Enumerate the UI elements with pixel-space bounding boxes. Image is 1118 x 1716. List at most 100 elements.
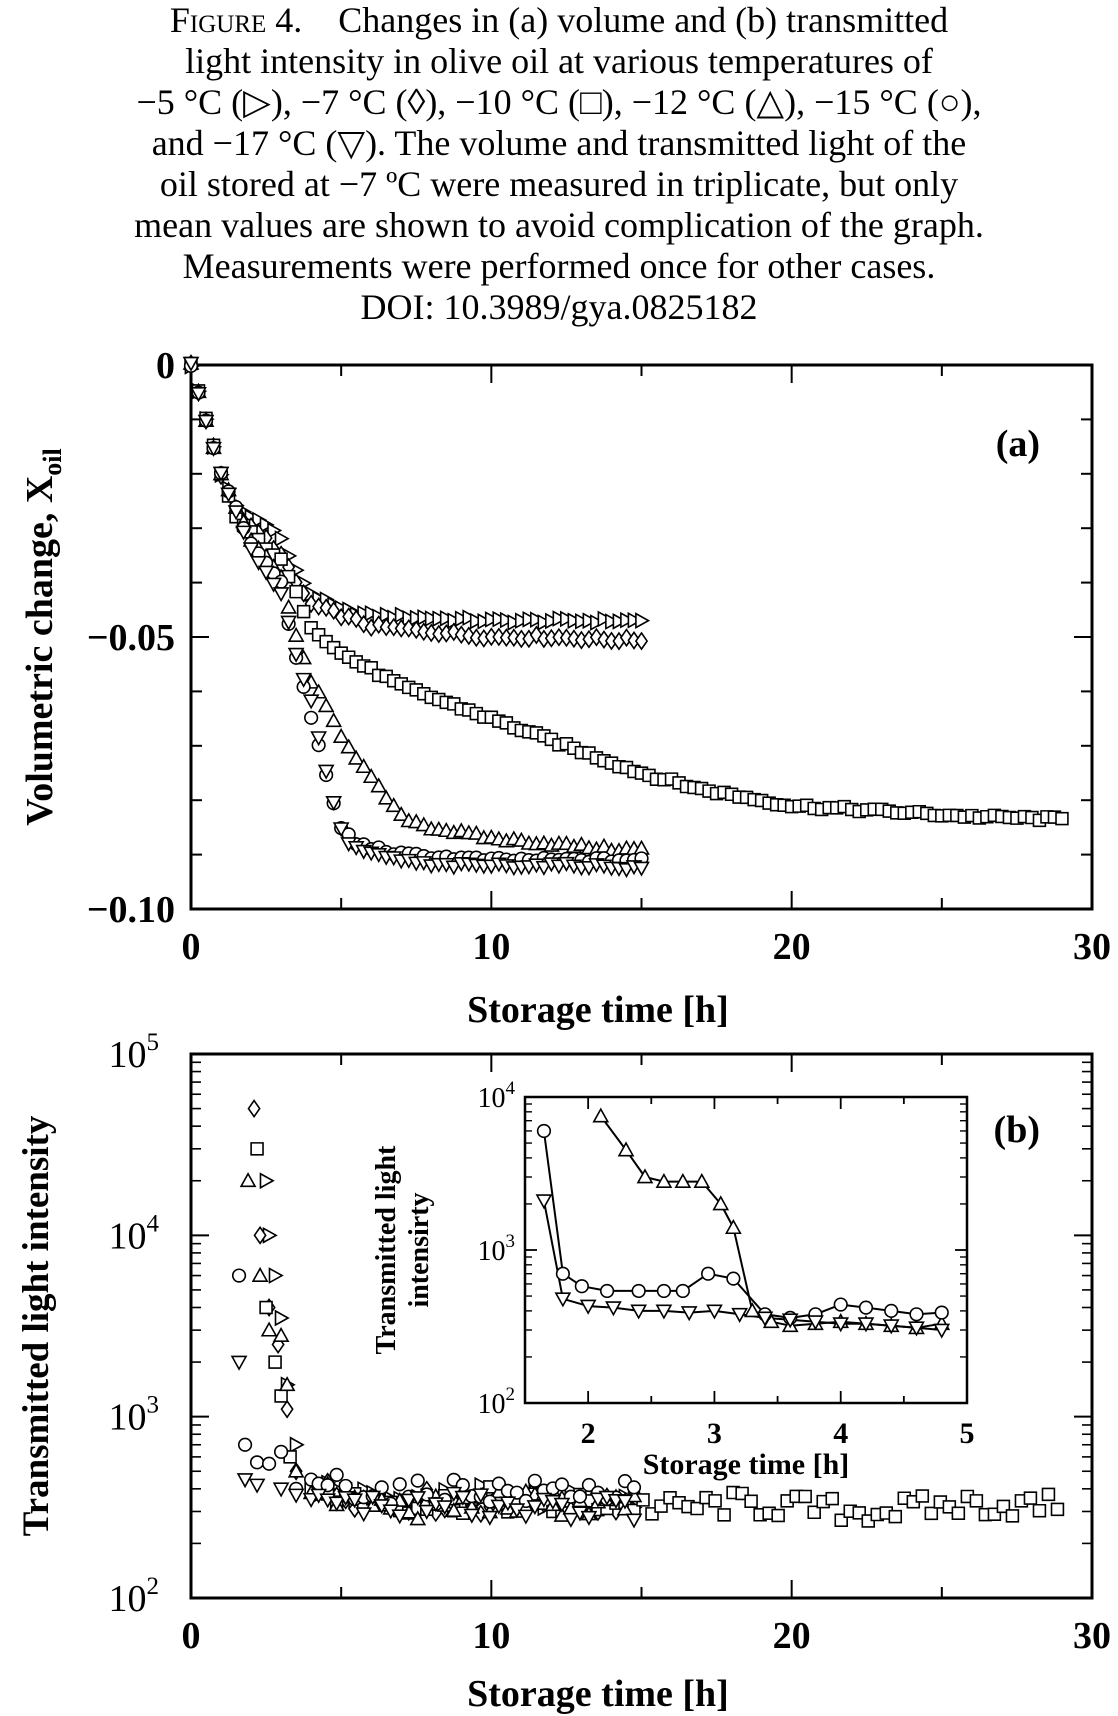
data-point [259,1172,275,1190]
data-point [274,1389,288,1403]
inset-data-point [781,1313,799,1329]
data-point [484,611,500,628]
data-point [633,861,650,877]
data-point [1032,1503,1047,1518]
data-point [280,598,297,614]
inset-data-point [555,1266,570,1281]
data-point [272,1482,290,1498]
tick-base: 10 [109,1397,147,1439]
data-point [364,604,380,622]
caption-figure-word: Figure [169,0,267,40]
data-point [325,795,343,812]
data-point [463,1508,481,1524]
data-point [259,1300,273,1315]
data-point [589,627,604,647]
data-point [385,797,403,813]
data-point [220,487,237,503]
data-point [477,613,493,630]
data-point [259,516,275,534]
data-point [402,618,416,638]
data-point [432,610,448,628]
data-point [230,1355,248,1371]
data-point [527,1473,542,1488]
inset-data-point [701,1266,716,1281]
inset-data-point [882,1319,900,1335]
panel-b-ticks [190,1053,1093,1599]
inset-data-point [617,1141,635,1157]
panel-a-y-axis-title: Volumetric change, Xoil [19,448,67,826]
tick-exponent: 4 [147,1210,160,1237]
data-point [509,1485,524,1500]
data-point [969,1494,984,1508]
data-point [287,626,305,642]
data-point [325,712,343,728]
data-point [627,611,643,629]
data-point [304,710,319,725]
inset-data-point [933,1323,951,1339]
inset-series-triangle-down [535,1194,951,1339]
data-point [626,1480,642,1495]
data-point [418,1504,436,1520]
data-point [552,610,568,627]
caption-line: and −17 °C (▽). The volume and transmitt… [151,123,967,163]
data-point [346,1493,364,1509]
data-point [357,614,371,634]
data-point [1041,1487,1056,1502]
x-tick-label: 10 [472,926,510,968]
inset-y-tick-label: 102 [478,1384,516,1420]
inset-data-point [833,1297,848,1312]
data-point [620,611,636,629]
data-point [625,1513,643,1529]
inset-data-point [934,1305,949,1320]
data-point [289,1436,305,1454]
inset-data-point [807,1315,824,1331]
data-point [235,525,252,541]
data-point [1055,811,1069,826]
data-point [310,731,328,747]
inset-data-point [680,1306,698,1322]
data-point [302,694,320,710]
data-point [616,1494,634,1510]
inset-y-axis-title-line-1: Transmitted light [371,1145,402,1354]
data-point [409,620,423,640]
data-point [268,1267,284,1284]
data-point [590,614,606,631]
data-point [554,1477,570,1492]
caption-line: mean values are shown to avoid complicat… [134,205,984,245]
data-point [320,1478,335,1493]
data-point [261,1456,277,1471]
data-point [328,1496,346,1512]
data-point [249,1455,265,1470]
data-point [197,414,215,430]
data-point [537,614,553,631]
data-point [265,577,282,593]
panel-a-y-axis-title-main: Volumetric change, X [19,476,61,826]
data-point [1023,1491,1038,1505]
data-point [317,697,335,713]
data-point [526,1500,544,1516]
data-point [690,1501,704,1516]
inset-data-point [675,1283,690,1299]
inset-data-point [536,1123,552,1139]
inset-data-point [857,1317,875,1333]
inset-data-point [579,1299,597,1315]
tick-base: 10 [478,1236,506,1267]
data-point [329,1467,344,1483]
data-point [377,789,395,805]
data-point [212,466,230,482]
x-tick-label: 0 [182,1615,201,1657]
data-point [445,1501,463,1517]
data-point [332,822,350,838]
data-point [467,824,485,840]
inset-data-point [554,1292,572,1308]
data-point [417,608,433,626]
inset-data-point [631,1283,646,1299]
data-point [287,647,305,663]
tick-exponent: 2 [147,1573,160,1600]
data-point [888,1509,903,1524]
data-point [250,1142,264,1156]
y-tick-label: 102 [109,1573,160,1620]
